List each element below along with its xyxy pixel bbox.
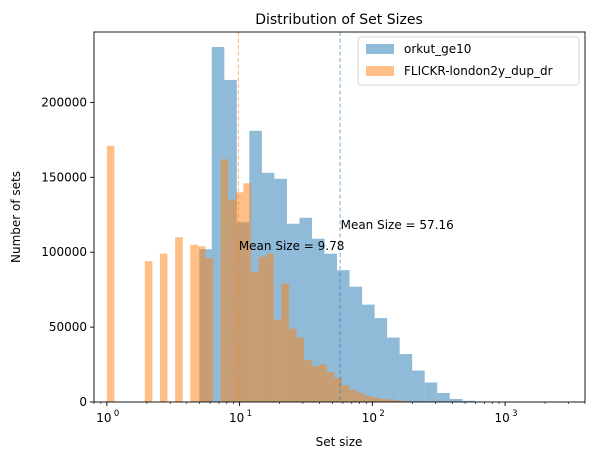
- histogram-bar: [175, 237, 183, 402]
- x-tick-exponent: 0: [114, 409, 119, 419]
- histogram-bar: [362, 304, 375, 402]
- histogram-bar: [357, 393, 365, 402]
- histogram-bar: [266, 253, 274, 402]
- legend-swatch: [366, 66, 394, 76]
- histogram-bar: [402, 401, 411, 402]
- histogram-bar: [326, 372, 335, 402]
- histogram-bar: [319, 364, 327, 402]
- histogram-bar: [281, 283, 289, 402]
- histogram-bar: [387, 399, 396, 402]
- histogram-bar: [324, 253, 338, 402]
- histogram-bar: [228, 199, 236, 402]
- legend-label: orkut_ge10: [404, 42, 471, 56]
- histogram-bar: [462, 400, 475, 402]
- histogram-bar: [449, 399, 463, 402]
- histogram-bar: [380, 399, 388, 402]
- mean-size-label: Mean Size = 57.16: [341, 218, 454, 232]
- histogram-bar: [220, 159, 229, 402]
- histogram-bar: [399, 354, 413, 402]
- y-tick-label: 200000: [41, 95, 87, 109]
- histogram-bar: [106, 145, 115, 402]
- y-tick-label: 150000: [41, 170, 87, 184]
- histogram-bar: [364, 396, 373, 402]
- histogram-bar: [304, 360, 312, 402]
- histogram-bar: [372, 397, 381, 402]
- histogram-bar: [235, 192, 244, 402]
- legend-box: [357, 36, 580, 86]
- series-1-bars: [106, 145, 494, 402]
- y-tick-label: 100000: [41, 245, 87, 259]
- bars-layer: [106, 46, 550, 402]
- x-tick-label: 10: [229, 411, 244, 425]
- histogram-bar: [387, 337, 400, 402]
- x-tick-exponent: 1: [247, 409, 252, 419]
- chart-title: Distribution of Set Sizes: [255, 12, 423, 28]
- y-tick-label: 50000: [49, 320, 87, 334]
- histogram-bar: [144, 261, 153, 402]
- histogram-bar: [412, 370, 425, 402]
- y-axis-ticks: 0 50000 100000 150000 200000: [41, 95, 94, 409]
- x-tick-label: 10: [494, 411, 509, 425]
- x-tick-exponent: 3: [512, 409, 517, 419]
- histogram-bar: [190, 244, 198, 402]
- histogram-bar: [197, 246, 206, 402]
- histogram-bar: [250, 271, 259, 402]
- x-axis-label: Set size: [316, 435, 363, 449]
- x-tick-exponent: 2: [379, 409, 384, 419]
- y-tick-label: 0: [79, 395, 87, 409]
- mean-size-label: Mean Size = 9.78: [239, 239, 345, 253]
- histogram-bar: [349, 286, 363, 402]
- legend-label: FLICKR-london2y_dup_dr: [404, 64, 553, 78]
- histogram-bar: [334, 378, 343, 402]
- histogram-bar: [395, 400, 403, 402]
- histogram-bar: [273, 319, 282, 402]
- histogram-bar: [288, 328, 297, 402]
- x-axis-ticks: 10 0 10 1 10 2 10 3: [93, 402, 586, 425]
- plot-frame: [93, 31, 586, 403]
- histogram-bar: [258, 256, 267, 402]
- histogram-bar: [374, 318, 388, 402]
- histogram-bar: [205, 258, 214, 402]
- legend-swatch: [366, 44, 394, 54]
- histogram-bar: [437, 393, 450, 402]
- x-tick-label: 10: [96, 411, 111, 425]
- x-tick-label: 10: [362, 411, 377, 425]
- histogram-bar: [159, 253, 168, 402]
- y-axis-label: Number of sets: [9, 171, 23, 263]
- histogram-bar: [424, 382, 438, 402]
- histogram-bar: [342, 385, 350, 402]
- histogram-bar: [243, 183, 251, 402]
- histogram-bar: [296, 337, 305, 402]
- mean-lines-layer: Mean Size = 57.16 Mean Size = 9.78: [237, 32, 454, 402]
- histogram-bar: [349, 390, 358, 402]
- legend: orkut_ge10 FLICKR-london2y_dup_dr: [357, 36, 580, 86]
- histogram-bar: [311, 366, 320, 402]
- histogram-bar: [311, 238, 325, 402]
- histogram-bar: [337, 270, 350, 402]
